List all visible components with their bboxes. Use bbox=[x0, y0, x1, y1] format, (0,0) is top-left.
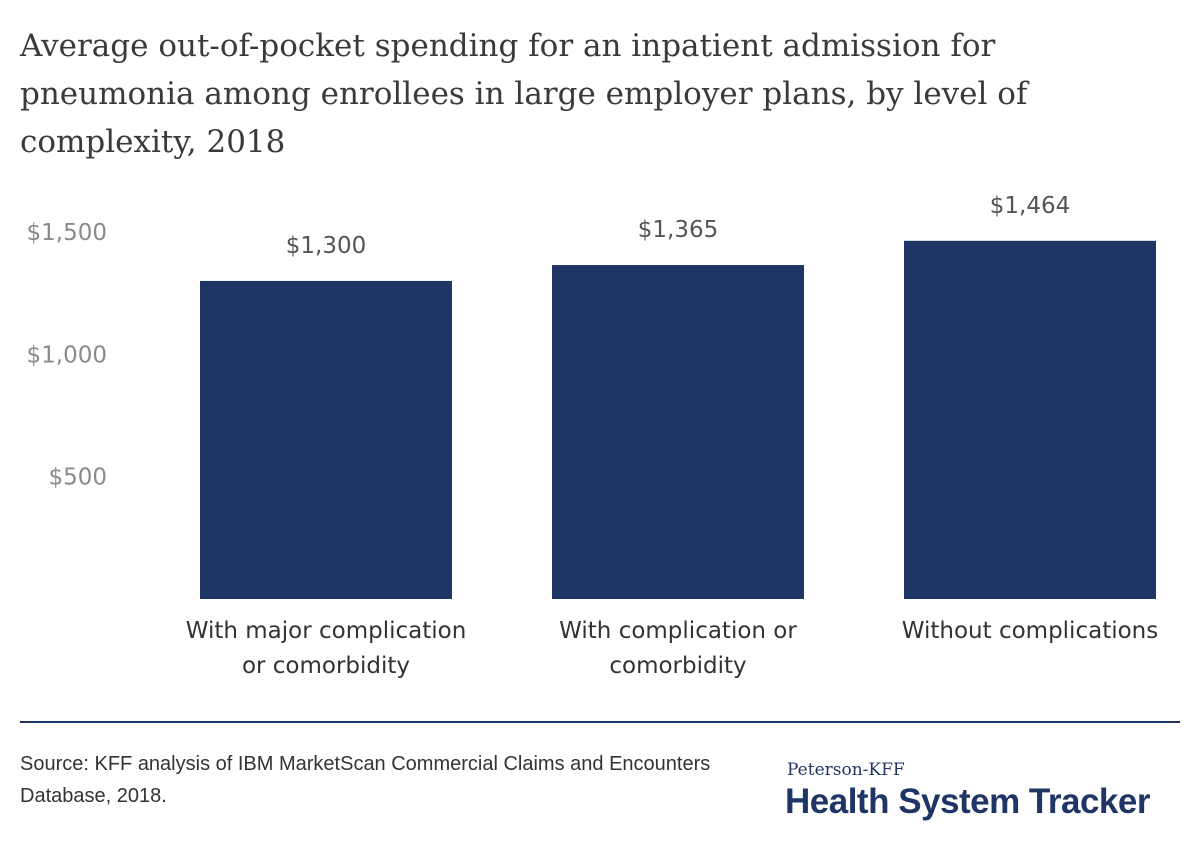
y-tick-label: $1,500 bbox=[27, 220, 107, 246]
y-axis: $500 $1,000 $1,500 bbox=[27, 220, 107, 491]
bar-chart: $500 $1,000 $1,500 $1,300 $1,365 $1,464 With… bbox=[27, 193, 1159, 679]
category-label-line: With complication or bbox=[559, 618, 797, 644]
bars: $1,300 $1,365 $1,464 bbox=[200, 193, 1156, 600]
category-label-line: Without complications bbox=[902, 618, 1158, 644]
bar-value-label: $1,300 bbox=[286, 233, 366, 259]
bar bbox=[904, 240, 1156, 600]
bar bbox=[552, 265, 804, 599]
chart-title: Average out-of-pocket spending for an in… bbox=[20, 28, 1028, 160]
bar-value-label: $1,464 bbox=[990, 193, 1070, 219]
brand-peterson-kff: Peterson-KFF bbox=[787, 760, 905, 780]
category-label: With major complication or comorbidity bbox=[186, 618, 467, 679]
brand-health-system-tracker: Health System Tracker bbox=[785, 782, 1150, 821]
divider-rule bbox=[20, 721, 1180, 723]
category-label-line: comorbidity bbox=[609, 653, 746, 679]
bar-value-label: $1,365 bbox=[638, 217, 718, 243]
category-label-line: or comorbidity bbox=[242, 653, 410, 679]
x-axis: With major complication or comorbidityWit… bbox=[186, 618, 1159, 679]
category-label: Without complications bbox=[902, 618, 1158, 644]
category-label-line: With major complication bbox=[186, 618, 467, 644]
y-tick-label: $1,000 bbox=[27, 342, 107, 368]
y-tick-label: $500 bbox=[48, 465, 107, 491]
bar bbox=[200, 280, 452, 599]
source-note: Source: KFF analysis of IBM MarketScan C… bbox=[20, 753, 711, 807]
category-label: With complication or comorbidity bbox=[559, 618, 797, 679]
